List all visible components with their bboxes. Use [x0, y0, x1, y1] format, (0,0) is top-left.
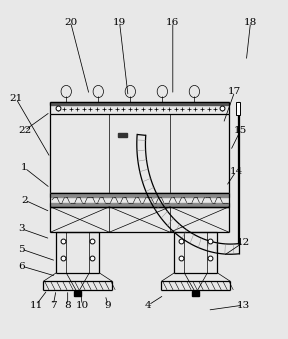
- Text: 21: 21: [9, 94, 22, 103]
- Text: 17: 17: [228, 87, 241, 96]
- Text: 9: 9: [105, 301, 111, 310]
- Bar: [74, 291, 81, 296]
- Text: 1: 1: [21, 163, 28, 172]
- Text: 20: 20: [64, 18, 77, 26]
- Text: 8: 8: [64, 301, 71, 310]
- Text: 2: 2: [21, 196, 28, 204]
- Text: 3: 3: [18, 224, 25, 233]
- Text: 18: 18: [244, 18, 257, 26]
- Bar: [118, 133, 126, 137]
- Text: 16: 16: [166, 18, 179, 26]
- Text: 12: 12: [237, 238, 250, 247]
- Text: 5: 5: [18, 245, 25, 254]
- Bar: [236, 102, 240, 115]
- Text: 22: 22: [18, 126, 31, 135]
- Text: 10: 10: [75, 301, 89, 310]
- Text: 11: 11: [29, 301, 43, 310]
- Text: 14: 14: [230, 167, 243, 176]
- Text: 13: 13: [237, 301, 250, 310]
- Bar: [50, 193, 229, 197]
- Bar: [50, 102, 229, 105]
- Text: 6: 6: [18, 262, 25, 271]
- Text: 15: 15: [234, 126, 247, 135]
- Text: 19: 19: [113, 18, 126, 26]
- Bar: [192, 291, 199, 296]
- Text: 4: 4: [145, 301, 152, 310]
- Bar: [50, 203, 229, 207]
- Text: 7: 7: [50, 301, 57, 310]
